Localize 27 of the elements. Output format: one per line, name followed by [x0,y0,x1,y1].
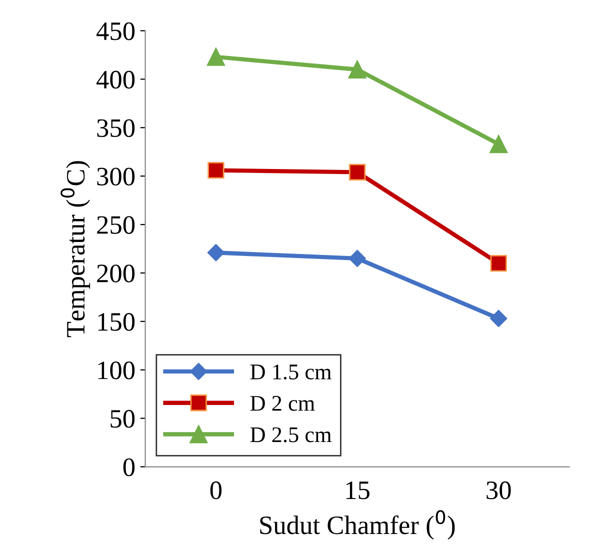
point [490,135,508,154]
point [206,48,225,66]
legend-label: D 1.5 cm [250,364,332,380]
y-tick-label: 400 [96,70,135,89]
y-tick-label: 250 [97,216,135,234]
point [348,250,366,267]
y-tick-label: 350 [97,119,135,138]
y-tick-label: 100 [98,361,135,380]
point [348,60,366,79]
legend-label: D 2 cm [250,396,315,411]
point [348,164,366,181]
y-tick-label: 300 [97,168,135,186]
y-tick-label: 50 [110,410,135,428]
legend-label: D 2.5 cm [250,427,332,442]
x-axis-title: Sudut Chamfer ($^{0}$) [260,510,455,540]
y-axis-title: Temperatur ($^{0}$C) [60,161,90,338]
x-tick-label: 15 [346,482,370,500]
point [208,162,224,179]
point [490,254,507,272]
y-tick-label: 0 [123,458,135,476]
y-tick-label: 450 [96,22,135,40]
point [490,310,508,328]
y-tick-label: 200 [97,264,135,282]
x-tick-label: 0 [210,481,222,500]
y-tick-label: 150 [98,313,135,331]
x-tick-label: 30 [486,481,511,500]
point [207,244,225,262]
